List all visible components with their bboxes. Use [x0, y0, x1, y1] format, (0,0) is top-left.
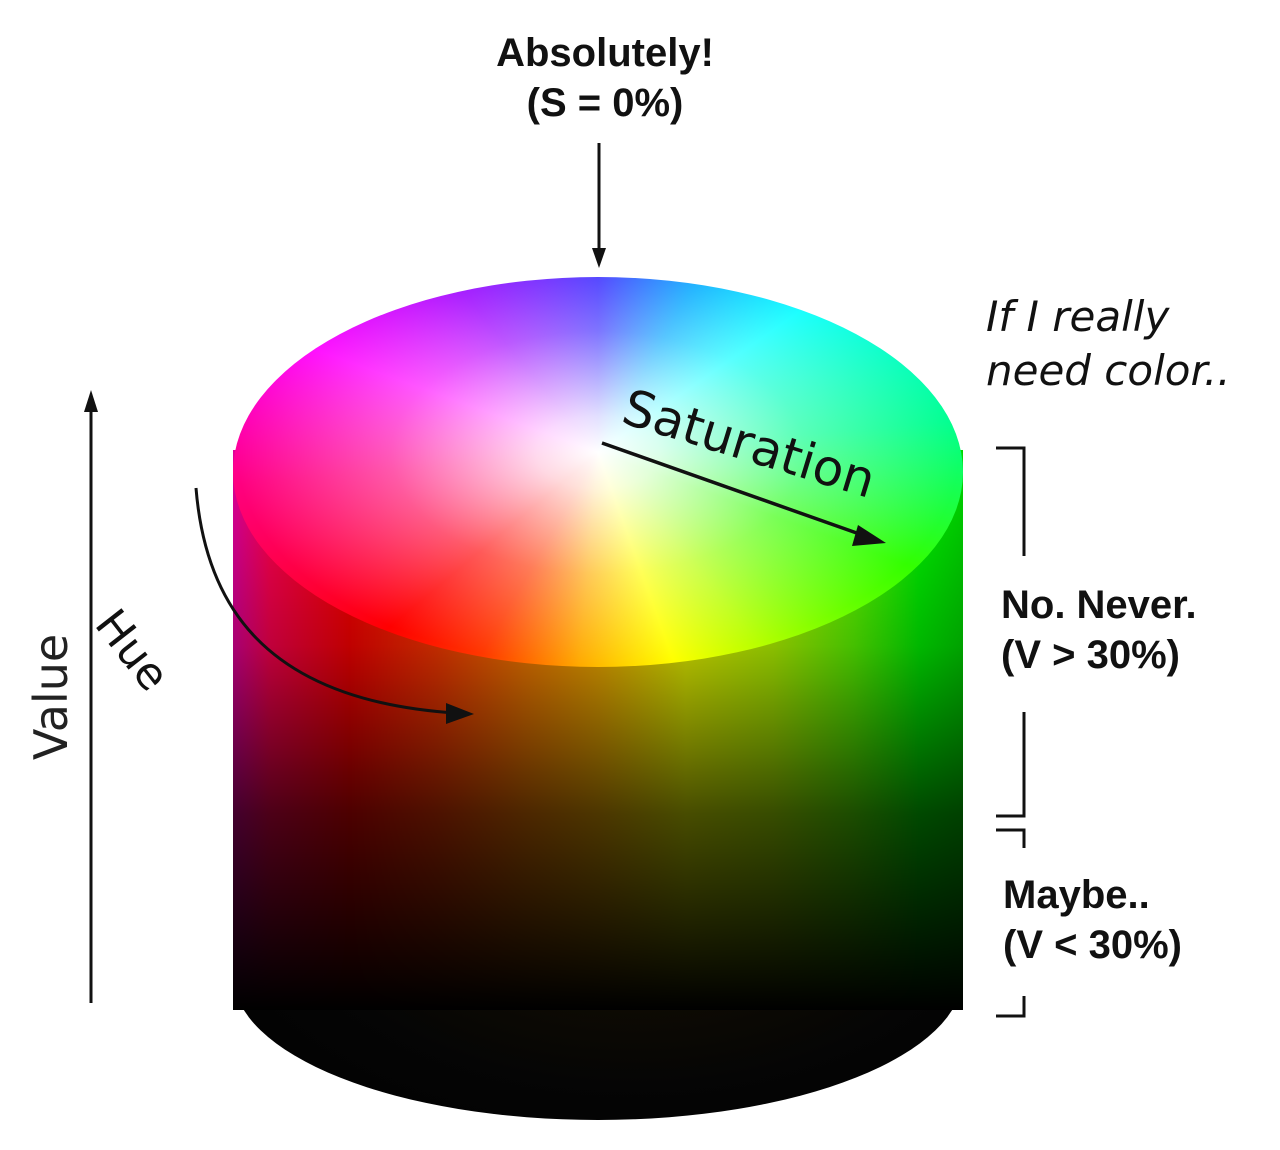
bracket-high-value [996, 446, 1026, 818]
side-annotation-line1: If I really [986, 292, 1170, 341]
low-value-annotation: Maybe.. (V < 30%) [1003, 870, 1182, 970]
value-axis-arrow [84, 390, 98, 1003]
cylinder-top-face [233, 277, 963, 667]
high-value-annotation: No. Never. (V > 30%) [1001, 580, 1197, 680]
top-annotation: Absolutely! (S = 0%) [430, 28, 780, 128]
side-annotation: If I really need color.. [986, 290, 1231, 398]
bracket-low-value [996, 828, 1026, 1018]
top-pointer-arrow [592, 143, 606, 268]
side-annotation-line2: need color.. [986, 346, 1231, 395]
high-value-annotation-line2: (V > 30%) [1001, 633, 1180, 677]
low-value-annotation-line1: Maybe.. [1003, 873, 1150, 917]
top-annotation-line2: (S = 0%) [526, 81, 684, 125]
high-value-annotation-line1: No. Never. [1001, 583, 1197, 627]
low-value-annotation-line2: (V < 30%) [1003, 923, 1182, 967]
saturation-arrow [601, 441, 886, 546]
top-annotation-line1: Absolutely! [496, 31, 714, 75]
value-axis-label: Value [24, 633, 79, 761]
hue-arrow [194, 487, 474, 724]
